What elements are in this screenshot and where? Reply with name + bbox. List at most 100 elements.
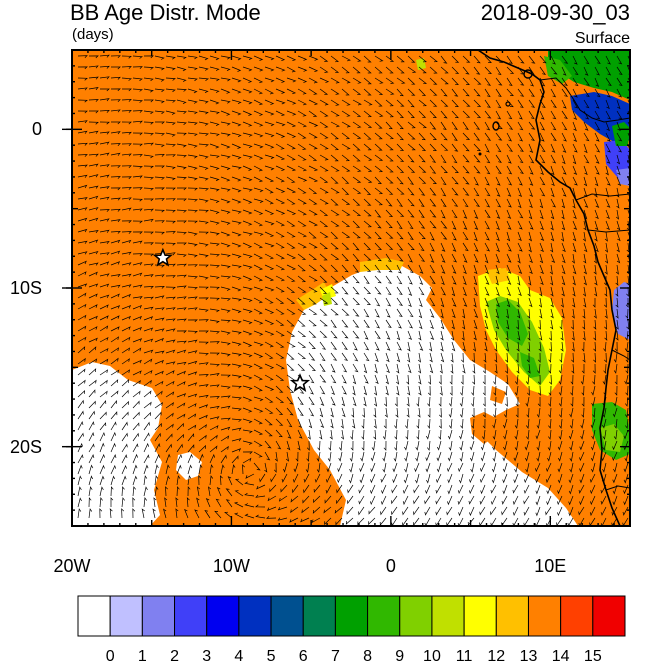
wind-barb [407, 66, 417, 73]
wind-barb [612, 440, 618, 451]
axis-ticks [62, 49, 631, 527]
wind-barb [77, 379, 86, 387]
wind-barb [88, 271, 98, 277]
wind-barb [407, 154, 415, 163]
wind-barb [613, 352, 618, 363]
wind-barb [88, 368, 97, 376]
wind-barb [143, 274, 154, 278]
wind-barb [286, 253, 297, 260]
wind-barb [560, 341, 564, 352]
wind-barb [461, 352, 464, 363]
wind-barb [121, 153, 132, 157]
wind-barb [220, 121, 231, 126]
wind-barb [198, 352, 209, 356]
wind-barb [231, 143, 242, 149]
wind-barb [396, 253, 404, 262]
wind-barb [88, 153, 99, 157]
wind-barb [99, 121, 110, 125]
wind-barb [264, 385, 275, 391]
wind-barb [535, 506, 541, 517]
wind-barb [264, 297, 274, 304]
wind-barb [624, 374, 629, 385]
wind-barb [242, 220, 253, 226]
wind-barb [297, 88, 307, 95]
wind-barb [613, 396, 618, 407]
wind-barb [143, 187, 154, 191]
wind-barb [297, 143, 307, 150]
colorbar-cell [206, 595, 240, 637]
wind-barb [99, 475, 105, 486]
wind-barb [550, 99, 557, 108]
wind-barb [77, 497, 82, 508]
wind-barb [495, 55, 504, 63]
wind-barb [143, 411, 151, 420]
wind-barb [358, 484, 365, 494]
wind-barb [594, 55, 601, 65]
wind-barb [559, 319, 563, 330]
wind-barb [457, 462, 464, 473]
wind-barb [352, 220, 361, 228]
wind-barb [198, 475, 202, 486]
wind-barb [407, 187, 415, 196]
wind-barb [154, 274, 165, 278]
wind-barb [165, 464, 170, 475]
wind-barb [495, 176, 501, 186]
wind-barb [462, 319, 466, 330]
wind-barb [242, 297, 253, 303]
map-title: BB Age Distr. Mode [70, 0, 261, 25]
wind-barb [548, 385, 552, 396]
wind-barb [286, 242, 296, 249]
wind-barb [297, 308, 307, 315]
wind-barb [626, 319, 630, 330]
wind-barb [77, 464, 83, 475]
wind-barb [198, 77, 209, 81]
wind-barb [528, 165, 534, 175]
wind-barb [440, 231, 448, 240]
wind-barb [370, 451, 376, 462]
wind-barb [506, 231, 511, 242]
wind-barb [602, 429, 607, 440]
wind-barb [447, 429, 453, 440]
wind-barb [484, 198, 491, 208]
wind-barb [330, 187, 340, 194]
wind-barb [220, 435, 230, 442]
wind-barb [209, 425, 219, 431]
wind-barb [275, 286, 285, 293]
wind-barb [447, 473, 453, 484]
wind-barb [405, 429, 409, 440]
wind-barb [242, 286, 253, 291]
wind-barb [517, 242, 523, 252]
wind-barb [352, 88, 362, 96]
wind-barb [350, 429, 354, 440]
wind-barb [187, 350, 198, 354]
wind-barb [550, 154, 557, 164]
wind-barb [264, 319, 275, 325]
wind-barb [538, 319, 541, 330]
wind-barb [231, 319, 242, 324]
wind-barb [506, 286, 512, 296]
wind-barb [275, 77, 286, 83]
wind-barb [286, 330, 296, 337]
wind-barb [572, 286, 576, 297]
wind-barb [495, 242, 500, 253]
wind-barb [244, 492, 255, 497]
wind-barb [132, 304, 142, 310]
wind-barb [216, 486, 222, 497]
wind-barb [602, 440, 607, 451]
wind-barb [302, 495, 310, 504]
wind-barb [275, 352, 285, 359]
wind-barb [425, 451, 431, 462]
wind-barb [623, 429, 629, 440]
wind-barb [523, 506, 530, 516]
wind-barb [198, 308, 209, 313]
wind-barb [391, 484, 398, 494]
wind-barb [88, 283, 99, 288]
wind-barb [374, 143, 383, 151]
wind-barb [528, 176, 534, 186]
wind-barb [242, 99, 253, 105]
wind-barb [418, 99, 427, 107]
wind-barb [341, 275, 349, 284]
wind-barb [297, 429, 303, 439]
wind-barb [616, 198, 620, 209]
